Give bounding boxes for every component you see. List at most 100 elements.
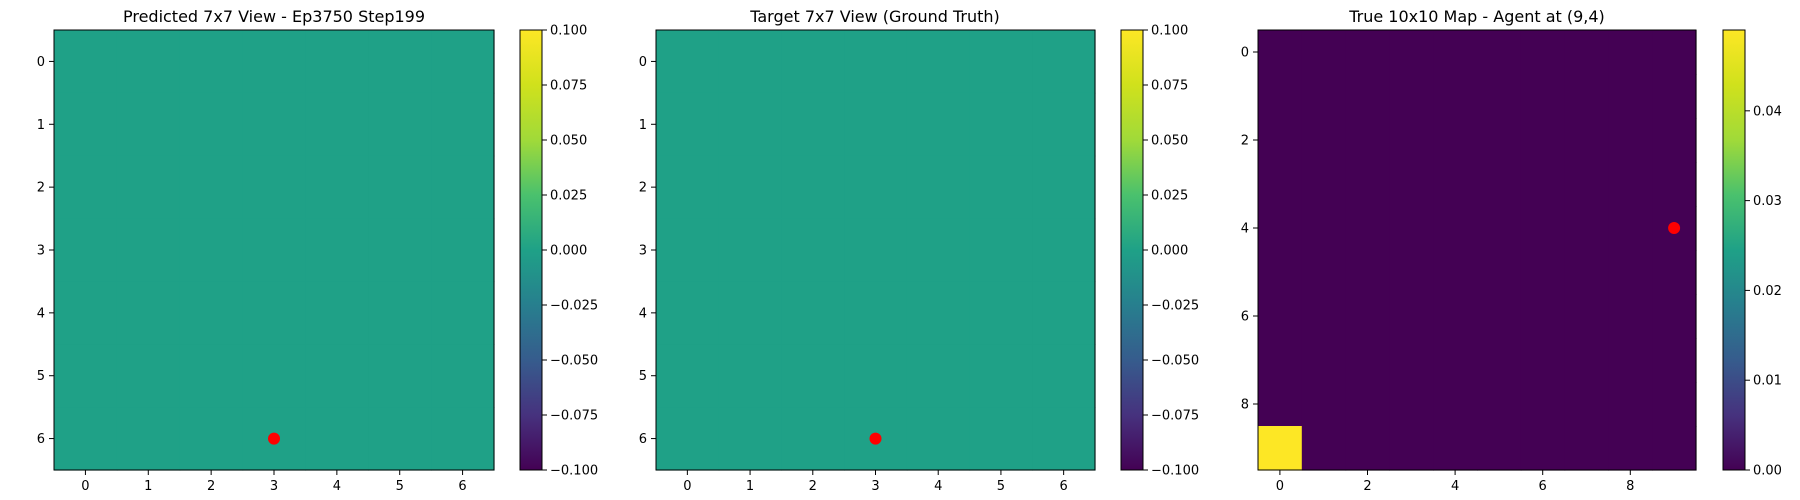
heatmap-cell (1477, 162, 1522, 207)
heatmap-cell (1345, 162, 1390, 207)
heatmap-cell (1258, 206, 1303, 251)
heatmap-cell (1258, 74, 1303, 119)
colorbar-tick-label: −0.025 (1151, 299, 1199, 314)
heatmap-cell (1301, 426, 1347, 471)
heatmap-cell (844, 344, 908, 408)
heatmap-cell (242, 155, 307, 220)
heatmap-cell (1520, 426, 1566, 471)
heatmap-panel-true-map: True 10x10 Map - Agent at (9,4) 0 2 4 6 8 0 2… (1241, 7, 1782, 494)
y-tick-label: 2 (37, 181, 45, 196)
heatmap-cell (1258, 118, 1303, 163)
heatmap-cell (1520, 294, 1566, 339)
heatmap-cell (431, 92, 495, 157)
heatmap-cell (969, 281, 1033, 345)
x-tick-label: 4 (934, 479, 942, 494)
x-tick-label: 0 (683, 479, 691, 494)
heatmap-cell (906, 155, 971, 220)
heatmap-cell (1564, 426, 1609, 471)
heatmap-cell (1608, 206, 1653, 251)
heatmap-cell (54, 30, 118, 94)
colorbar (519, 29, 543, 471)
heatmap-cell (1258, 426, 1303, 471)
y-tick-label: 6 (37, 432, 45, 447)
y-tick-label: 3 (37, 244, 45, 259)
colorbar-tick-label: 0.02 (1753, 284, 1782, 299)
heatmap-cell (116, 344, 181, 408)
heatmap-cell (718, 218, 783, 283)
y-tick-label: 3 (639, 244, 647, 259)
heatmap-cell (242, 92, 307, 157)
heatmap-cell (1564, 74, 1609, 119)
heatmap-cell (1652, 338, 1697, 383)
colorbar-tick-label: 0.000 (1151, 244, 1188, 259)
heatmap-cell (1608, 30, 1653, 75)
heatmap-cell (844, 218, 908, 283)
colorbar-tick-label: 0.075 (1151, 79, 1188, 94)
heatmap-cell (718, 155, 783, 220)
heatmap-cells (1258, 30, 1697, 471)
heatmap-cell (781, 344, 845, 408)
x-tick-label: 4 (333, 479, 341, 494)
heatmap-cell (1564, 162, 1609, 207)
colorbar-tick-label: 0.100 (550, 24, 587, 39)
colorbar-tick-label: 0.025 (550, 189, 587, 204)
agent-marker-dot (1668, 222, 1681, 234)
chart-title: True 10x10 Map - Agent at (9,4) (1348, 7, 1605, 26)
heatmap-cell (1564, 30, 1609, 75)
heatmap-cell (781, 30, 845, 94)
y-tick-label: 5 (37, 369, 45, 384)
x-tick-label: 0 (1276, 479, 1284, 494)
heatmap-cell (1389, 294, 1434, 339)
heatmap-cell (1608, 162, 1653, 207)
heatmap-cell (1608, 74, 1653, 119)
heatmap-cell (242, 281, 307, 345)
y-tick-label: 5 (639, 369, 647, 384)
colorbar-tick-label: −0.075 (1151, 409, 1199, 424)
heatmap-cell (1520, 162, 1566, 207)
heatmap-cell (1652, 74, 1697, 119)
heatmap-cell (1433, 30, 1478, 75)
colorbar-ticks: 0.100 0.075 0.050 0.025 0.000 −0.025 −0.050 −0.… (1143, 24, 1199, 479)
chart-title: Target 7x7 View (Ground Truth) (749, 7, 1000, 26)
heatmap-cell (1032, 30, 1096, 94)
heatmap-cell (305, 155, 369, 220)
x-tick-label: 6 (1060, 479, 1068, 494)
heatmap-cell (368, 155, 432, 220)
heatmap-cell (1652, 250, 1697, 295)
y-tick-label: 1 (639, 118, 647, 133)
colorbar-tick-label: 0.075 (550, 79, 587, 94)
x-tick-label: 1 (144, 479, 152, 494)
heatmap-cell (1389, 118, 1434, 163)
heatmap-cell (1477, 294, 1522, 339)
x-tick-label: 5 (997, 479, 1005, 494)
heatmap-cell (1301, 74, 1347, 119)
heatmap-cell (242, 30, 307, 94)
x-tick-label: 4 (1451, 479, 1459, 494)
heatmap-cell (1345, 294, 1390, 339)
heatmap-cell (1389, 382, 1434, 427)
heatmap-cell (781, 92, 845, 157)
heatmap-cell (781, 281, 845, 345)
heatmap-cell (1389, 162, 1434, 207)
heatmap-cell (1433, 382, 1478, 427)
y-axis-ticks: 0 1 2 3 4 5 6 (37, 55, 54, 447)
heatmap-cell (1389, 426, 1434, 471)
heatmap-cell (906, 92, 971, 157)
heatmap-cell (242, 218, 307, 283)
heatmap-cell (1301, 162, 1347, 207)
colorbar-tick-label: 0.00 (1753, 464, 1782, 479)
x-tick-label: 2 (1363, 479, 1371, 494)
colorbar-ticks: 0.100 0.075 0.050 0.025 0.000 −0.025 −0.050 −0.… (542, 24, 598, 479)
heatmap-cell (1608, 118, 1653, 163)
heatmap-cell (305, 344, 369, 408)
heatmap-cell (1301, 206, 1347, 251)
colorbar-tick-label: −0.075 (550, 409, 598, 424)
heatmap-cell (179, 92, 244, 157)
heatmap-cell (1520, 74, 1566, 119)
y-axis-ticks: 0 2 4 6 8 (1241, 46, 1258, 413)
heatmap-cell (1301, 250, 1347, 295)
heatmap-cell (1652, 294, 1697, 339)
heatmap-cell (54, 218, 118, 283)
heatmap-cell (431, 344, 495, 408)
